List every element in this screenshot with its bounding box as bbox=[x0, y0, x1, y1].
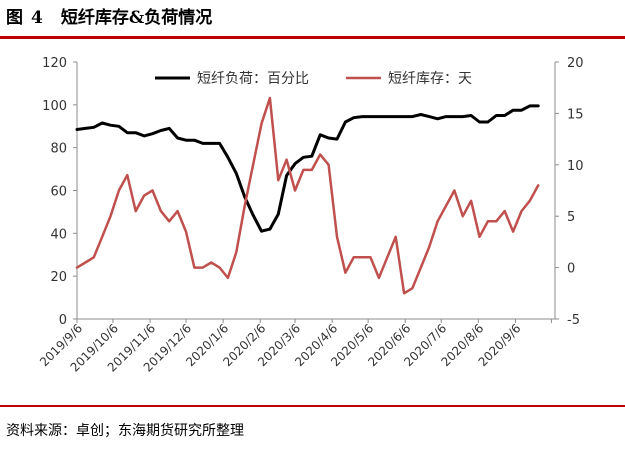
right-y-tick-label: 0 bbox=[567, 262, 575, 277]
right-y-tick-label: 5 bbox=[567, 210, 575, 225]
load-series-line bbox=[75, 104, 540, 233]
figure-label: 图 bbox=[6, 8, 23, 28]
source-note: 资料来源：卓创；东海期货研究所整理 bbox=[6, 423, 244, 439]
right-y-tick-label: -5 bbox=[567, 313, 580, 328]
legend-label: 短纤负荷：百分比 bbox=[197, 71, 309, 87]
figure-number: 4 bbox=[31, 8, 43, 28]
figure-title: 图 4 短纤库存&负荷情况 bbox=[6, 4, 212, 32]
left-y-tick-label: 0 bbox=[59, 313, 67, 328]
title-divider bbox=[0, 36, 625, 39]
right-y-tick-label: 15 bbox=[567, 107, 584, 122]
legend-label: 短纤库存：天 bbox=[388, 71, 472, 87]
left-y-tick-label: 20 bbox=[50, 270, 67, 285]
source-divider bbox=[0, 405, 625, 407]
figure-title-text: 短纤库存&负荷情况 bbox=[60, 8, 213, 28]
left-y-tick-label: 100 bbox=[42, 99, 67, 114]
left-y-tick-label: 120 bbox=[42, 56, 67, 71]
left-y-tick-label: 40 bbox=[50, 227, 67, 242]
inventory-series-line bbox=[75, 96, 540, 295]
right-y-tick-label: 10 bbox=[567, 159, 584, 174]
chart: 020406080100120-5051015202019/9/62019/10… bbox=[37, 56, 584, 375]
left-y-tick-label: 80 bbox=[50, 142, 67, 157]
right-y-tick-label: 20 bbox=[567, 56, 584, 71]
left-y-tick-label: 60 bbox=[50, 185, 67, 200]
